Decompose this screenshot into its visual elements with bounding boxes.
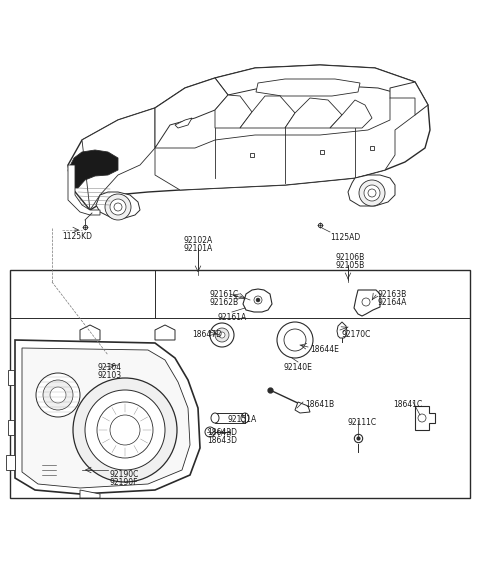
Text: 92105B: 92105B	[335, 261, 364, 270]
Text: 1125KD: 1125KD	[62, 232, 92, 241]
Polygon shape	[243, 289, 272, 312]
Polygon shape	[8, 420, 14, 435]
Text: 92163B: 92163B	[378, 290, 407, 299]
Text: 18641C: 18641C	[393, 400, 422, 409]
Ellipse shape	[211, 413, 219, 423]
Polygon shape	[390, 82, 428, 115]
Polygon shape	[330, 100, 372, 128]
Circle shape	[110, 415, 140, 445]
Circle shape	[254, 296, 262, 304]
Polygon shape	[295, 402, 310, 413]
Polygon shape	[80, 325, 100, 340]
Circle shape	[110, 199, 126, 215]
Circle shape	[114, 203, 122, 211]
Polygon shape	[215, 95, 252, 128]
Polygon shape	[6, 455, 15, 470]
Circle shape	[73, 378, 177, 482]
Circle shape	[36, 373, 80, 417]
Polygon shape	[348, 175, 395, 206]
Text: 92104: 92104	[98, 363, 122, 372]
Text: 18644E: 18644E	[310, 345, 339, 354]
Polygon shape	[15, 340, 200, 494]
Circle shape	[362, 298, 370, 306]
Polygon shape	[215, 65, 415, 98]
Polygon shape	[155, 325, 175, 340]
Circle shape	[418, 414, 426, 422]
Polygon shape	[22, 348, 190, 488]
Text: 18643D: 18643D	[207, 436, 237, 445]
Polygon shape	[80, 490, 100, 498]
Polygon shape	[68, 65, 430, 210]
Text: 92101A: 92101A	[183, 244, 213, 253]
Bar	[70, 467, 73, 475]
Polygon shape	[68, 165, 100, 215]
Text: 92162B: 92162B	[210, 298, 239, 307]
Circle shape	[210, 323, 234, 347]
Circle shape	[43, 380, 73, 410]
Text: 92190F: 92190F	[110, 478, 139, 487]
Text: 92103: 92103	[98, 371, 122, 380]
Circle shape	[256, 298, 260, 302]
Circle shape	[277, 322, 313, 358]
Polygon shape	[8, 370, 14, 385]
Text: 92151A: 92151A	[228, 415, 257, 424]
Polygon shape	[256, 79, 360, 96]
Text: 92102A: 92102A	[183, 236, 213, 245]
Circle shape	[215, 328, 229, 342]
Circle shape	[97, 402, 153, 458]
Polygon shape	[285, 98, 342, 128]
Ellipse shape	[241, 413, 249, 423]
Text: 18641B: 18641B	[305, 400, 334, 409]
Circle shape	[85, 390, 165, 470]
Text: 92106B: 92106B	[335, 253, 364, 262]
Polygon shape	[240, 96, 295, 128]
Text: 18647D: 18647D	[192, 330, 222, 339]
Polygon shape	[415, 406, 435, 430]
Text: 92161C: 92161C	[210, 290, 239, 299]
Circle shape	[105, 194, 131, 220]
Text: 92190C: 92190C	[110, 470, 139, 479]
Bar	[60, 467, 63, 475]
Polygon shape	[175, 118, 192, 128]
Text: 1125AD: 1125AD	[330, 233, 360, 242]
Text: 18643D: 18643D	[207, 428, 237, 437]
Circle shape	[284, 329, 306, 351]
Circle shape	[50, 387, 66, 403]
Circle shape	[219, 332, 225, 338]
Circle shape	[368, 189, 376, 197]
Text: 92164A: 92164A	[378, 298, 408, 307]
Circle shape	[205, 427, 215, 437]
Text: 92111C: 92111C	[348, 418, 377, 427]
Polygon shape	[82, 108, 155, 210]
Polygon shape	[96, 192, 140, 218]
Polygon shape	[68, 150, 118, 188]
Circle shape	[359, 180, 385, 206]
Bar	[215, 413, 245, 423]
Bar	[65, 467, 68, 475]
Polygon shape	[155, 78, 228, 148]
Bar	[10, 270, 470, 498]
Text: 92161A: 92161A	[218, 313, 247, 322]
Polygon shape	[354, 290, 380, 316]
Polygon shape	[337, 322, 347, 338]
Text: 92140E: 92140E	[284, 363, 313, 372]
Polygon shape	[155, 98, 415, 190]
Bar	[38, 460, 80, 482]
Circle shape	[364, 185, 380, 201]
Text: 92170C: 92170C	[341, 330, 371, 339]
